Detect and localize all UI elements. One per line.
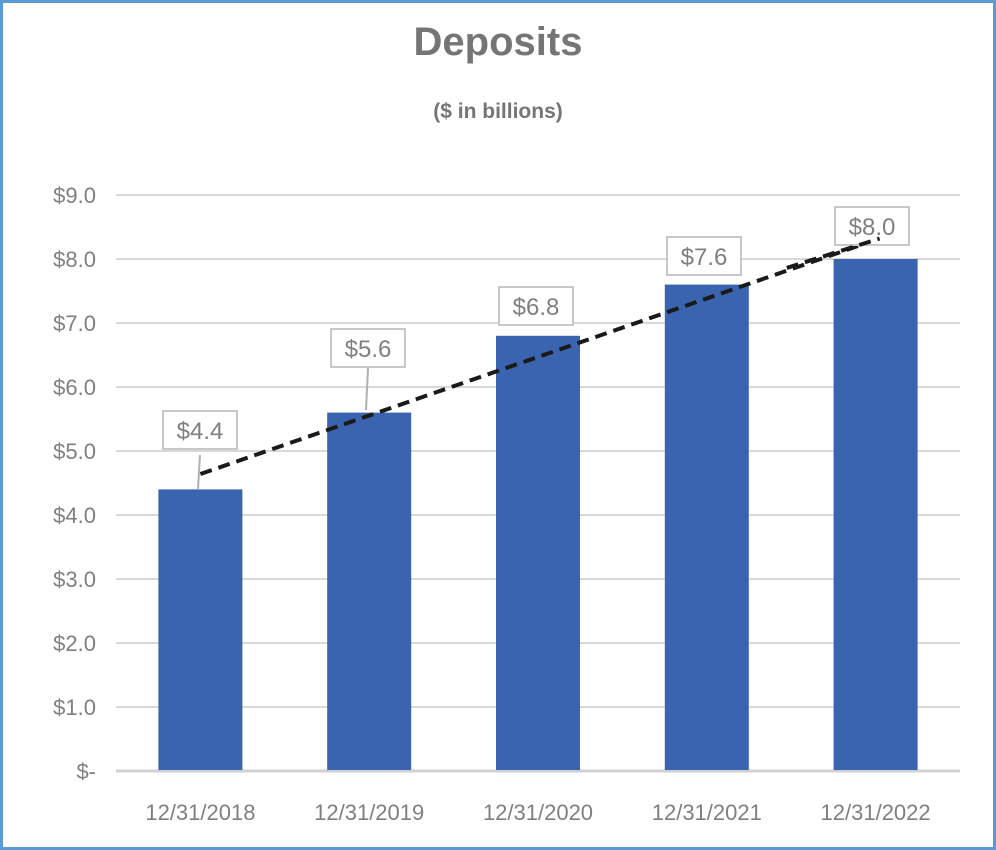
bar xyxy=(664,284,749,770)
data-label: $5.6 xyxy=(345,336,392,363)
trendline-segment xyxy=(786,236,881,270)
label-leader-line xyxy=(365,367,369,411)
data-label: $8.0 xyxy=(849,214,896,241)
x-tick-label: 12/31/2022 xyxy=(821,800,931,825)
data-label-box xyxy=(330,328,406,368)
y-tick-label: $7.0 xyxy=(53,311,96,336)
data-label-box xyxy=(498,286,574,326)
x-tick-label: 12/31/2018 xyxy=(145,800,255,825)
y-tick-label: $4.0 xyxy=(53,503,96,528)
x-tick-label: 12/31/2021 xyxy=(652,800,762,825)
bar xyxy=(158,489,243,770)
y-tick-label: $5.0 xyxy=(53,439,96,464)
y-tick-label: $8.0 xyxy=(53,247,96,272)
data-label: $7.6 xyxy=(681,244,728,271)
x-tick-label: 12/31/2019 xyxy=(314,800,424,825)
chart-subtitle: ($ in billions) xyxy=(433,100,563,123)
y-tick-label: $2.0 xyxy=(53,631,96,656)
y-tick-label: $- xyxy=(76,759,96,784)
data-label-box xyxy=(834,206,910,246)
x-tick-label: 12/31/2020 xyxy=(483,800,593,825)
y-tick-label: $6.0 xyxy=(53,375,96,400)
y-tick-label: $9.0 xyxy=(53,183,96,208)
y-tick-label: $3.0 xyxy=(53,567,96,592)
data-label: $6.8 xyxy=(513,294,560,321)
chart-title: Deposits xyxy=(413,20,583,64)
data-label-box xyxy=(162,410,238,450)
y-tick-label: $1.0 xyxy=(53,695,96,720)
trendline xyxy=(199,236,881,476)
label-leader-line xyxy=(197,454,201,490)
bar xyxy=(496,335,580,770)
data-label-box xyxy=(666,236,742,276)
bar xyxy=(327,412,412,770)
bar xyxy=(833,259,918,770)
data-label: $4.4 xyxy=(177,418,224,445)
